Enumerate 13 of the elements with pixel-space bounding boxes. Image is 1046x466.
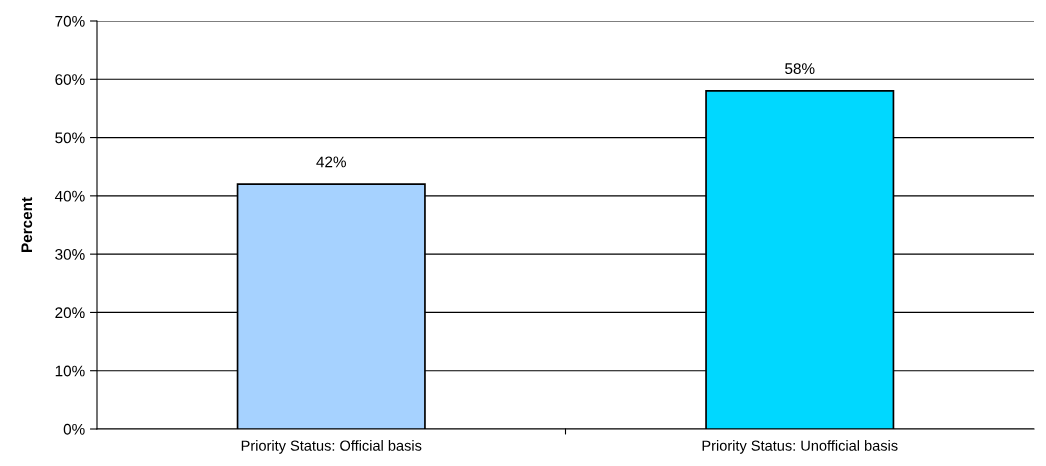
data-label: 58% (785, 63, 815, 75)
y-tick-label: 50% (55, 132, 85, 144)
data-label: 42% (316, 156, 346, 168)
y-tick-label: 40% (54, 190, 85, 202)
y-tick-label: 70% (55, 15, 85, 27)
x-tick-label: Priority Status: Official basis (241, 440, 422, 454)
y-tick-label: 30% (55, 249, 85, 260)
y-tick-label: 60% (55, 74, 85, 85)
y-axis-title: Percent (21, 197, 33, 252)
y-tick-label: 20% (55, 307, 85, 319)
y-tick-label: 10% (55, 365, 85, 377)
y-tick-label: 0% (63, 423, 85, 435)
x-tick-label: Priority Status: Unofficial basis (702, 440, 898, 454)
